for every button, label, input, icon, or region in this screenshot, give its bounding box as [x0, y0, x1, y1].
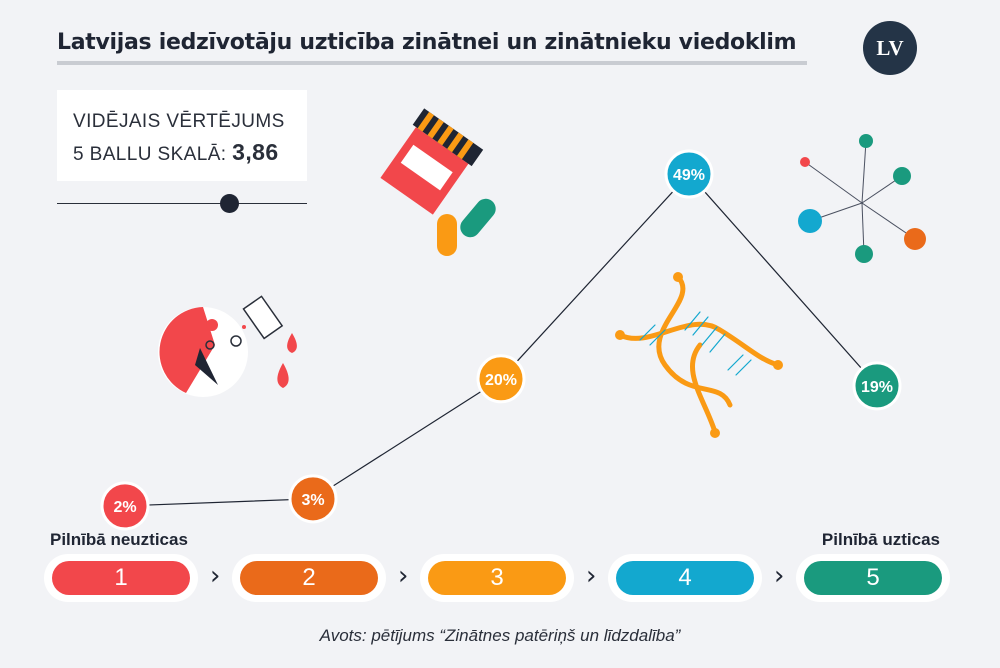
data-label-4: 49%: [673, 167, 705, 184]
title-underline: [57, 61, 807, 65]
data-point-4: [664, 149, 714, 199]
average-scale-line: [57, 203, 307, 204]
flask-illustration: [158, 295, 297, 397]
data-point-3: [476, 354, 526, 404]
data-point-5: [852, 361, 902, 411]
page-title: Latvijas iedzīvotāju uzticība zinātnei u…: [57, 30, 797, 55]
data-label-2: 3%: [301, 492, 324, 509]
scale-pill-label: 1: [52, 561, 190, 595]
lv-logo: LV: [863, 21, 917, 75]
scale-pill-label: 4: [616, 561, 754, 595]
chevron-right-icon: ›: [398, 561, 409, 591]
rating-scale: 1 › 2 › 3 › 4 › 5: [44, 554, 959, 602]
average-value: 3,86: [232, 139, 279, 165]
data-point-1: [100, 481, 150, 531]
scale-pill-label: 5: [804, 561, 942, 595]
lv-logo-text: LV: [876, 35, 904, 60]
data-label-5: 19%: [861, 379, 893, 396]
data-label-3: 20%: [485, 372, 517, 389]
chevron-right-icon: ›: [586, 561, 597, 591]
series-line-group: 2% 3% 20% 49% 19%: [100, 149, 902, 531]
average-marker: [220, 194, 240, 213]
chevron-right-icon: ›: [774, 561, 785, 591]
scale-left-label: Pilnībā neuzticas: [50, 530, 188, 549]
scale-pill-5: 5: [796, 554, 950, 602]
chevron-right-icon: ›: [210, 561, 221, 591]
data-label-1: 2%: [113, 499, 136, 516]
scale-pill-3: 3: [420, 554, 574, 602]
average-label-line1: VIDĒJAIS VĒRTĒJUMS: [73, 111, 285, 132]
scale-pill-2: 2: [232, 554, 386, 602]
scale-pill-label: 2: [240, 561, 378, 595]
title-block: Latvijas iedzīvotāju uzticība zinātnei u…: [57, 30, 807, 65]
scale-right-label: Pilnībā uzticas: [821, 530, 940, 549]
pill-bottle-illustration: [380, 108, 496, 256]
dna-illustration: [615, 272, 783, 438]
molecule-illustration: [798, 134, 926, 263]
source-note: Avots: pētījums “Zinātnes patēriņš un lī…: [319, 626, 681, 645]
average-label-line2: 5 BALLU SKALĀ:: [73, 144, 227, 165]
average-box: VIDĒJAIS VĒRTĒJUMS 5 BALLU SKALĀ: 3,86: [57, 90, 307, 181]
scale-pill-4: 4: [608, 554, 762, 602]
scale-pill-label: 3: [428, 561, 566, 595]
scale-pill-1: 1: [44, 554, 198, 602]
data-point-2: [288, 474, 338, 524]
